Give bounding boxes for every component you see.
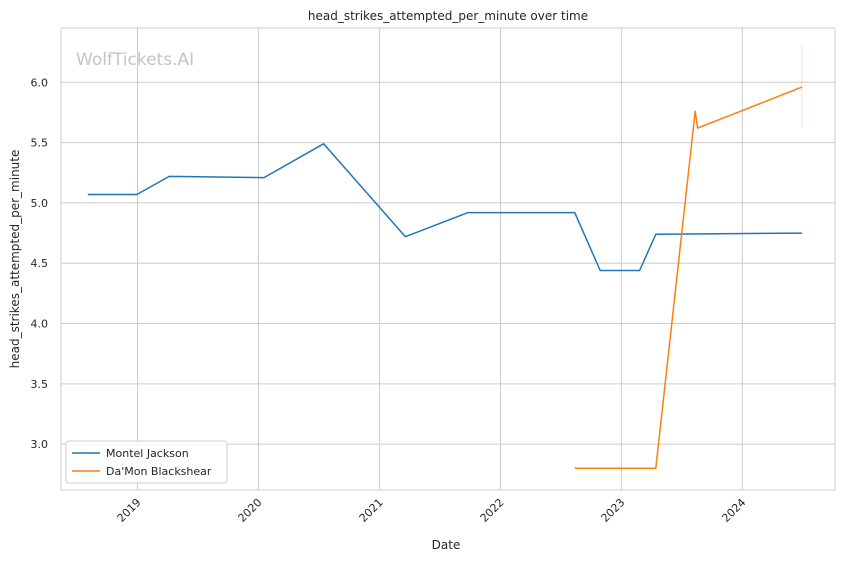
grid xyxy=(61,28,835,490)
y-tick-label: 4.0 xyxy=(31,318,49,331)
legend-box xyxy=(65,440,228,484)
plot-area-frame xyxy=(60,27,836,491)
series-layer xyxy=(87,46,803,470)
y-axis-title: head_strikes_attempted_per_minute xyxy=(8,150,22,369)
legend-label: Montel Jackson xyxy=(106,447,189,460)
chart-title: head_strikes_attempted_per_minute over t… xyxy=(308,9,588,23)
y-tick-label: 5.5 xyxy=(31,137,49,150)
y-tick-label: 6.0 xyxy=(31,76,49,89)
y-tick-label: 3.0 xyxy=(31,438,49,451)
legend-label: Da'Mon Blackshear xyxy=(106,465,212,478)
x-axis-title: Date xyxy=(432,538,461,552)
y-tick-label: 3.5 xyxy=(31,378,49,391)
legend: Montel Jackson Da'Mon Blackshear xyxy=(65,440,228,484)
series-line-1 xyxy=(87,143,802,272)
y-axis-ticks: 3.0 3.5 4.0 4.5 5.0 5.5 6.0 xyxy=(31,76,49,451)
series-line-2 xyxy=(574,86,803,470)
watermark: WolfTickets.AI xyxy=(76,50,194,70)
y-tick-label: 5.0 xyxy=(31,197,49,210)
y-tick-label: 4.5 xyxy=(31,257,49,270)
